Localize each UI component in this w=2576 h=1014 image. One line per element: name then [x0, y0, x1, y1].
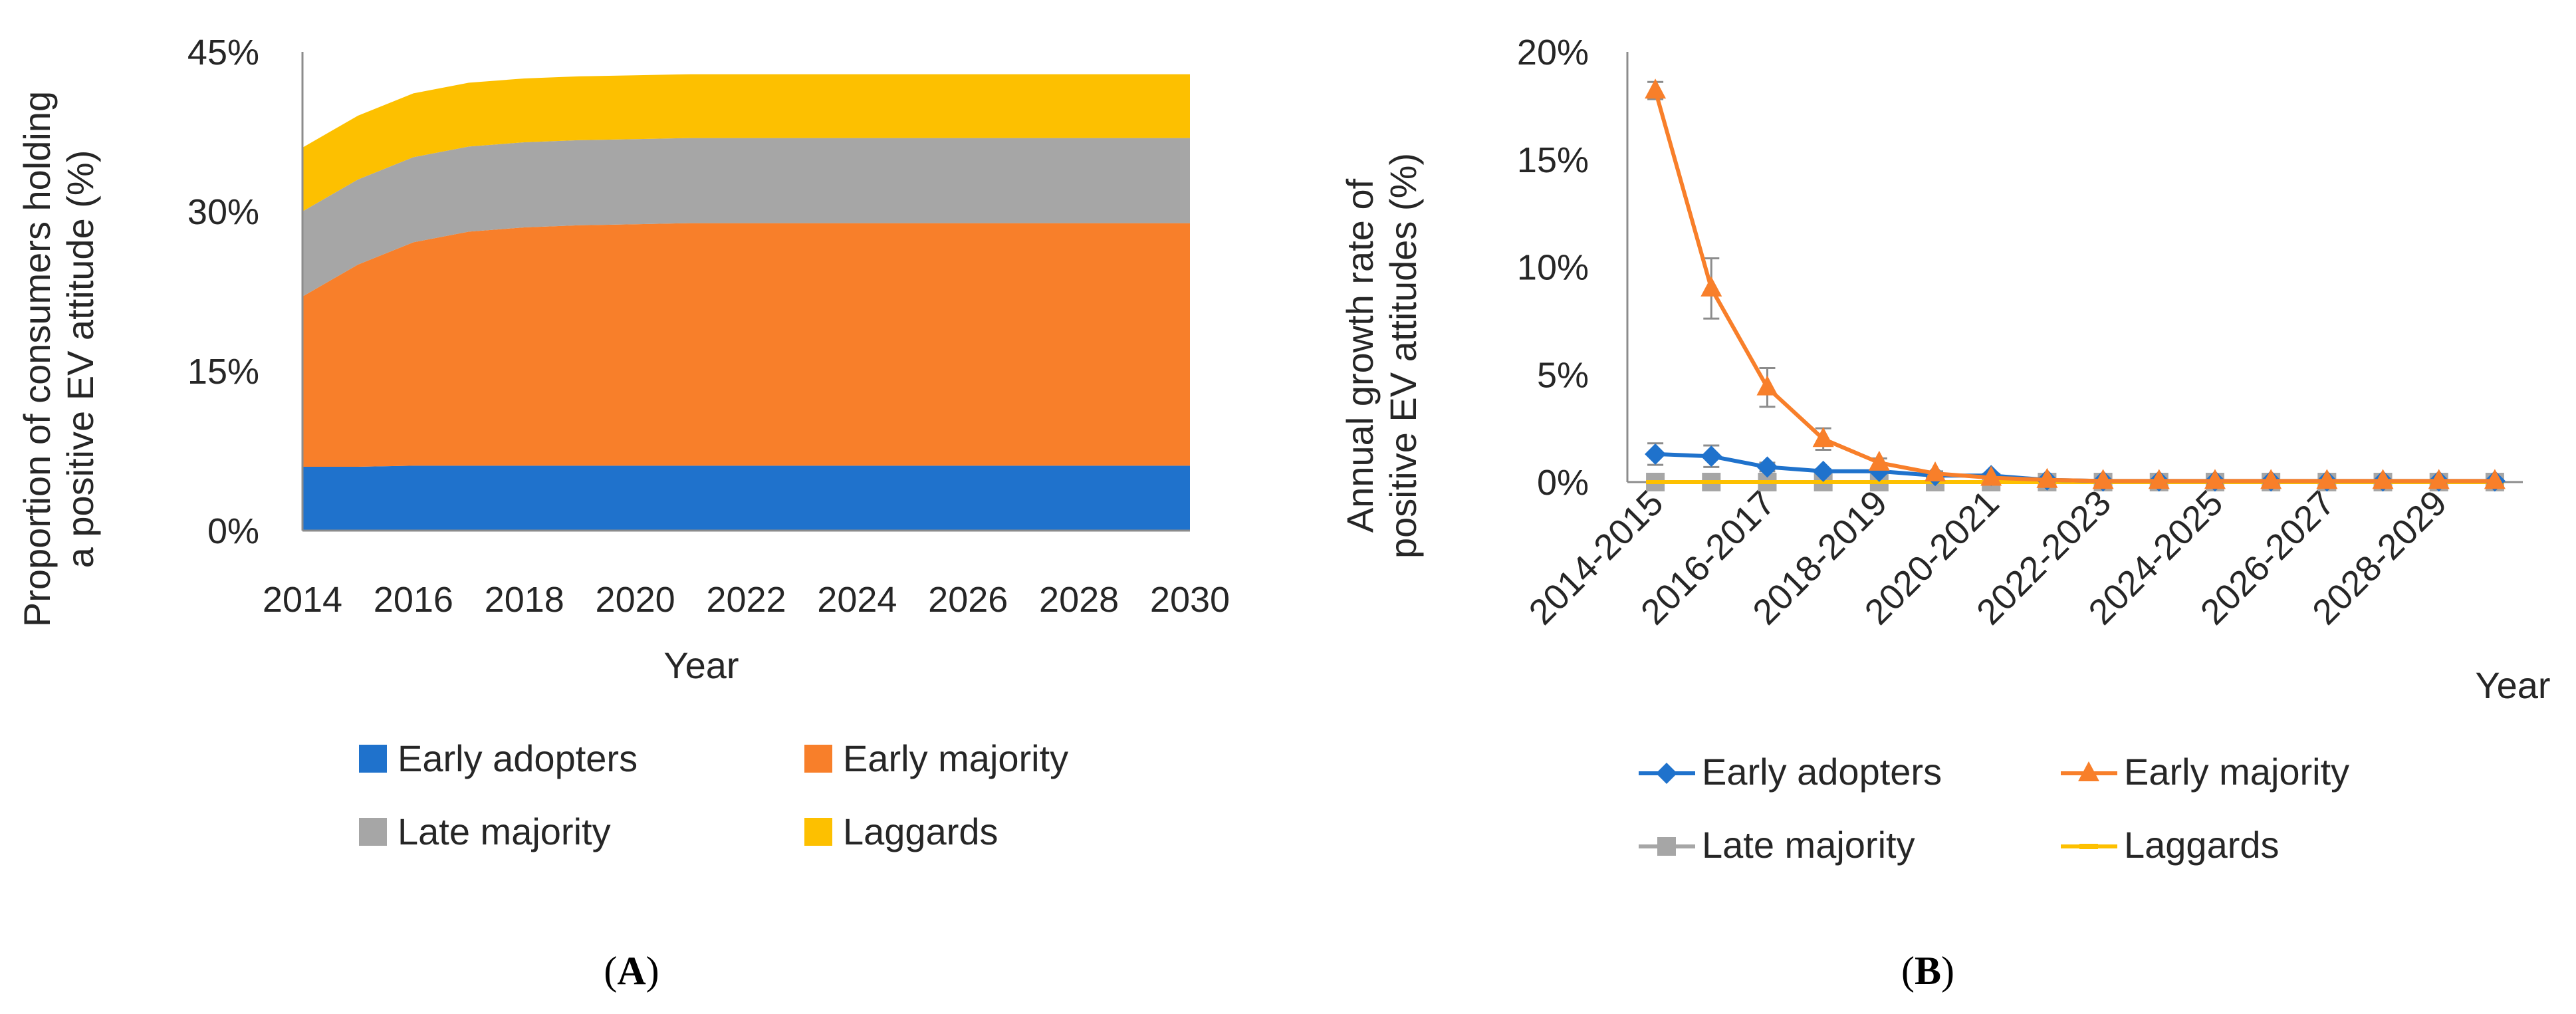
chart-a-axes	[301, 52, 1190, 532]
area-early-adopters	[302, 465, 1190, 531]
panel-label-a: (A)	[604, 949, 659, 993]
legend-swatch-late-majority	[359, 818, 387, 846]
chart-a-y-tick-label: 0%	[207, 511, 259, 551]
area-laggards	[302, 74, 1190, 211]
chart-a-y-axis-title-line-1: Proportion of consumers holding	[16, 91, 58, 627]
data-point-early-majority	[2036, 467, 2058, 488]
chart-b-y-tick-label: 15%	[1517, 140, 1589, 180]
data-point-early-majority	[1980, 465, 2002, 486]
chart-a-x-axis-title: Year	[663, 644, 739, 686]
legend-marker-late-majority	[1657, 837, 1676, 856]
chart-a-x-tick-label: 2022	[706, 580, 786, 620]
chart-a-y-tick-label: 45%	[187, 33, 259, 72]
chart-a-x-ticks: 2014 2016 2018 2020 2022 2024 2026 2028 2030	[263, 580, 1230, 620]
legend-label-early-adopters: Early adopters	[398, 737, 638, 779]
area-early-majority	[302, 223, 1190, 467]
data-point-early-majority	[2204, 469, 2226, 489]
chart-a-x-tick-label: 2026	[928, 580, 1008, 620]
chart-a-x-tick-label: 2024	[817, 580, 897, 620]
chart-b-x-ticks: 2014-20152016-20172018-20192020-20212022…	[1522, 483, 2455, 632]
legend-label-late-majority: Late majority	[398, 811, 611, 852]
chart-b-y-axis-title-line-2: positive EV attitudes (%)	[1382, 153, 1424, 559]
chart-b-y-tick-label: 0%	[1537, 463, 1589, 503]
chart-b-legend: Early adopters Early majority Late majorit…	[1639, 751, 2349, 866]
chart-a-y-tick-label: 15%	[187, 352, 259, 392]
chart-a-x-tick-label: 2016	[374, 580, 453, 620]
chart-b-series	[1645, 78, 2506, 492]
chart-a-x-tick-label: 2014	[263, 580, 342, 620]
chart-a-x-tick-label: 2020	[596, 580, 675, 620]
data-point-early-majority	[2260, 469, 2282, 489]
data-point-early-majority	[2148, 469, 2170, 489]
chart-a-x-tick-label: 2018	[485, 580, 564, 620]
legend-swatch-laggards	[804, 818, 832, 846]
data-point-early-majority	[1812, 427, 1834, 447]
data-point-early-majority	[2428, 469, 2450, 489]
data-point-early-majority	[1645, 78, 1667, 99]
chart-a-y-axis-title-line-2: a positive EV attitude (%)	[59, 150, 101, 569]
data-point-early-majority	[2372, 469, 2394, 489]
chart-a-x-tick-label: 2028	[1039, 580, 1119, 620]
chart-b-y-tick-label: 10%	[1517, 248, 1589, 288]
chart-a-y-axis-title: Proportion of consumers holding a positi…	[16, 91, 101, 627]
data-point-early-adopters	[1645, 443, 1667, 465]
legend-label-laggards: Laggards	[2124, 824, 2280, 866]
legend-label-early-majority: Early majority	[2124, 751, 2349, 793]
chart-b-axes	[1626, 52, 2523, 483]
chart-b-y-tick-label: 5%	[1537, 355, 1589, 395]
data-point-early-majority	[1868, 450, 1890, 471]
legend-label-early-adopters: Early adopters	[1702, 751, 1942, 793]
data-point-early-adopters	[1756, 456, 1778, 478]
legend-marker-early-adopters	[1656, 763, 1677, 784]
legend-marker-early-majority	[2078, 761, 2099, 781]
chart-a-x-tick-label: 2030	[1150, 580, 1230, 620]
data-point-early-majority	[1756, 375, 1778, 396]
legend-label-laggards: Laggards	[843, 811, 998, 852]
data-point-early-majority	[2092, 469, 2114, 489]
data-point-early-majority	[2316, 469, 2338, 489]
chart-b-y-tick-label: 20%	[1517, 33, 1589, 72]
chart-a-y-ticks: 0% 15% 30% 45%	[187, 33, 259, 551]
series-line-early-majority	[1653, 90, 2495, 483]
chart-a-legend: Early adopters Early majority Late majorit…	[359, 737, 1068, 852]
data-point-early-majority	[1700, 276, 1722, 297]
chart-a: 0% 15% 30% 45% 2014 2016 2018 2020 2022 2024 2026…	[16, 33, 1230, 993]
chart-a-areas	[302, 74, 1190, 531]
legend-swatch-early-majority	[804, 745, 832, 773]
chart-b-y-axis-title-line-1: Annual growth rate of	[1339, 178, 1381, 533]
chart-b-y-axis-title: Annual growth rate of positive EV attitu…	[1339, 153, 1424, 559]
legend-label-early-majority: Early majority	[843, 737, 1068, 779]
data-point-early-adopters	[1812, 460, 1834, 482]
legend-label-late-majority: Late majority	[1702, 824, 1915, 866]
legend-swatch-early-adopters	[359, 745, 387, 773]
panel-label-b: (B)	[1901, 949, 1954, 993]
chart-b: 0% 5% 10% 15% 20% 2014-20152016-20172018-201…	[1339, 33, 2551, 993]
area-late-majority	[302, 138, 1190, 297]
chart-b-y-ticks: 0% 5% 10% 15% 20%	[1517, 33, 1589, 503]
data-point-early-majority	[2484, 469, 2506, 489]
data-point-early-adopters	[1700, 445, 1722, 467]
chart-b-x-axis-title: Year	[2475, 664, 2550, 706]
series-early-majority	[1645, 78, 2506, 489]
data-point-early-majority	[1925, 461, 1946, 482]
series-line-early-adopters	[1655, 451, 2495, 483]
chart-a-y-tick-label: 30%	[187, 192, 259, 232]
